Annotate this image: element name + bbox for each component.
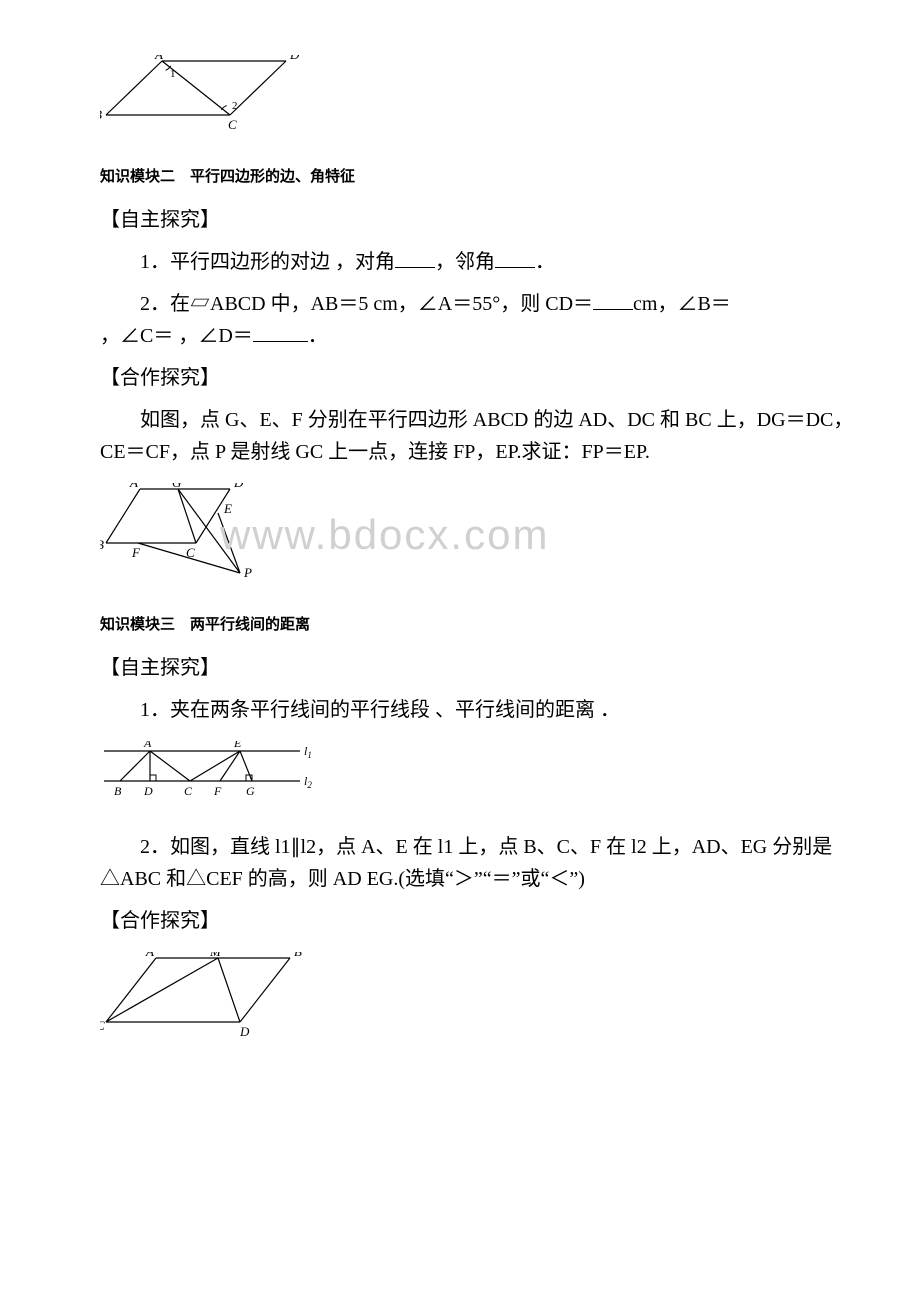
- svg-text:B: B: [294, 952, 302, 959]
- svg-text:A: A: [145, 952, 154, 959]
- q2-a: 2．在▱ABCD 中，AB＝5 cm，∠A＝55°，则 CD＝: [140, 293, 593, 315]
- svg-text:D: D: [233, 483, 244, 490]
- svg-text:1: 1: [170, 68, 176, 80]
- figure4-svg: A M B C D: [100, 952, 310, 1042]
- svg-text:C: C: [186, 545, 195, 560]
- svg-text:B: B: [100, 107, 102, 122]
- svg-text:B: B: [114, 784, 122, 798]
- module3-q2: 2．如图，直线 l1∥l2，点 A、E 在 l1 上，点 B、C、F 在 l2 …: [100, 831, 860, 895]
- svg-text:M: M: [209, 952, 222, 959]
- module2-coop-text: 如图，点 G、E、F 分别在平行四边形 ABCD 的边 AD、DC 和 BC 上…: [100, 404, 860, 468]
- svg-text:F: F: [213, 784, 222, 798]
- svg-text:G: G: [172, 483, 182, 490]
- q1-text-b: ，邻角: [435, 251, 495, 273]
- figure-parallelogram-gefp: A G D E B F C P: [100, 483, 860, 593]
- svg-text:C: C: [228, 117, 237, 132]
- figure3-svg: A E B D C F Gl1 l2: [100, 741, 330, 801]
- blank: [593, 289, 633, 310]
- q1-text-c: ．: [535, 251, 555, 273]
- figure2-svg: A G D E B F C P: [100, 483, 260, 583]
- svg-text:l1: l1: [304, 744, 312, 760]
- figure-parallelogram-abcd: A B C D 1 2: [100, 55, 860, 145]
- blank: [495, 247, 535, 268]
- blank: [253, 321, 308, 342]
- module2-title: 知识模块二 平行四边形的边、角特征: [100, 165, 860, 189]
- svg-text:D: D: [239, 1024, 250, 1039]
- svg-text:F: F: [131, 545, 141, 560]
- svg-text:G: G: [246, 784, 255, 798]
- svg-text:2: 2: [232, 100, 238, 112]
- blank: [395, 247, 435, 268]
- svg-text:E: E: [223, 501, 232, 516]
- module2-q1: 1．平行四边形的对边 ，对角 ，邻角 ．: [100, 246, 860, 278]
- module3-coop-explore: 【合作探究】: [100, 905, 860, 937]
- svg-text:A: A: [129, 483, 138, 490]
- module3-title: 知识模块三 两平行线间的距离: [100, 613, 860, 637]
- svg-text:E: E: [233, 741, 242, 750]
- svg-text:C: C: [100, 1018, 105, 1033]
- q2-d: ．: [308, 325, 328, 347]
- module2-self-explore: 【自主探究】: [100, 204, 860, 236]
- svg-text:l2: l2: [304, 774, 312, 790]
- figure1-svg: A B C D 1 2: [100, 55, 310, 135]
- module2-coop-explore: 【合作探究】: [100, 362, 860, 394]
- svg-text:A: A: [154, 55, 163, 62]
- q2-c: ，∠C＝ ，∠D＝: [100, 325, 253, 347]
- svg-text:D: D: [289, 55, 300, 62]
- module3-q1: 1．夹在两条平行线间的平行线段 、平行线间的距离 ．: [100, 694, 860, 726]
- figure-parallelogram-ambcd: A M B C D: [100, 952, 860, 1052]
- svg-text:P: P: [243, 565, 252, 580]
- module3-self-explore: 【自主探究】: [100, 652, 860, 684]
- figure-parallel-lines: A E B D C F Gl1 l2: [100, 741, 860, 811]
- q1-text-a: 1．平行四边形的对边 ，对角: [140, 251, 395, 273]
- svg-text:D: D: [143, 784, 153, 798]
- svg-text:B: B: [100, 537, 104, 552]
- module2-q2: 2．在▱ABCD 中，AB＝5 cm，∠A＝55°，则 CD＝ cm，∠B＝ ，∠…: [100, 288, 860, 352]
- svg-text:A: A: [143, 741, 152, 750]
- q2-b: cm，∠B＝: [633, 293, 731, 315]
- svg-text:C: C: [184, 784, 193, 798]
